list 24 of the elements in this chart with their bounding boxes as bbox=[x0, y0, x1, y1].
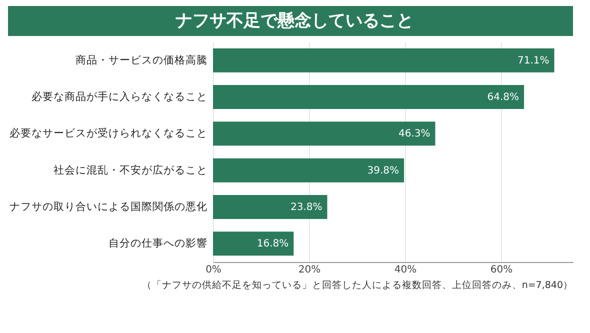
x-tick-label: 60% bbox=[490, 264, 513, 276]
y-tick-label: ナフサの取り合いによる国際関係の悪化 bbox=[10, 200, 208, 213]
y-tick-label: 自分の仕事への影響 bbox=[108, 236, 208, 250]
data-label: 39.8% bbox=[367, 165, 400, 176]
y-tick-label: 社会に混乱・不安が広がること bbox=[54, 163, 208, 176]
bar bbox=[213, 85, 524, 109]
data-label: 46.3% bbox=[398, 128, 430, 140]
bar bbox=[213, 122, 436, 146]
data-label: 64.8% bbox=[487, 92, 520, 103]
chart-title: ナフサ不足で懸念していること bbox=[176, 11, 414, 31]
bar bbox=[213, 195, 328, 219]
y-tick-label: 必要なサービスが受けられなくなること bbox=[10, 126, 208, 140]
data-label: 23.8% bbox=[290, 202, 322, 213]
data-label: 16.8% bbox=[256, 238, 289, 250]
x-tick-label: 0% bbox=[206, 264, 222, 276]
y-tick-label: 商品・サービスの価格高騰 bbox=[76, 53, 208, 66]
y-tick-label: 必要な商品が手に入らなくなること bbox=[32, 90, 208, 103]
text: （「ナフサの供給不足を知っている」と回答した人による複数回答、上位回答のみ、n=7,840） bbox=[142, 279, 573, 291]
data-label: 71.1% bbox=[518, 55, 550, 66]
x-tick-label: 20% bbox=[298, 264, 321, 276]
bar bbox=[213, 232, 294, 256]
bar bbox=[213, 158, 404, 182]
x-tick-label: 40% bbox=[394, 264, 417, 276]
bar bbox=[213, 48, 554, 72]
